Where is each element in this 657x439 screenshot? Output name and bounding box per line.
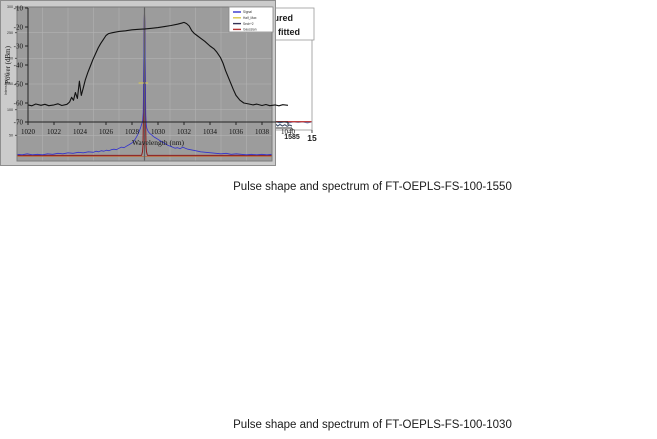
svg-text:Wavelength (nm): Wavelength (nm)	[132, 138, 185, 147]
caption-1030: Pulse shape and spectrum of FT-OEPLS-FS-…	[233, 419, 512, 431]
svg-text:50: 50	[9, 134, 13, 138]
spectrum-chart-1030: 1020 1022 1024 1026 1028 1030 1032 1034 1036 1038…	[0, 0, 296, 152]
svg-text:-30: -30	[14, 43, 24, 51]
svg-text:15: 15	[307, 133, 317, 143]
chart-canvas-spectrum1030: 1020 1022 1024 1026 1028 1030 1032 1034 1036 1038…	[4, 5, 296, 148]
svg-text:-50: -50	[14, 81, 24, 89]
svg-text:1036: 1036	[229, 128, 244, 136]
svg-text:1026: 1026	[99, 128, 114, 136]
svg-text:1585: 1585	[284, 134, 300, 141]
svg-text:Sech^2: Sech^2	[243, 22, 254, 26]
svg-text:150: 150	[7, 82, 13, 86]
svg-text:1030: 1030	[151, 128, 166, 136]
svg-text:1020: 1020	[21, 128, 36, 136]
svg-text:Intensity (mV): Intensity (mV)	[4, 73, 8, 95]
svg-text:Half_Max: Half_Max	[243, 16, 257, 20]
svg-text:1032: 1032	[177, 128, 192, 136]
svg-text:-20: -20	[14, 24, 24, 32]
svg-text:200: 200	[7, 57, 13, 61]
svg-text:1038: 1038	[255, 128, 270, 136]
svg-text:Gaussian: Gaussian	[243, 28, 257, 32]
svg-text:100: 100	[7, 108, 13, 112]
svg-text:-70: -70	[14, 119, 24, 127]
svg-text:1040: 1040	[281, 128, 296, 136]
svg-text:Power (dBm): Power (dBm)	[4, 45, 12, 84]
svg-text:-60: -60	[14, 100, 24, 108]
svg-text:1034: 1034	[203, 128, 218, 136]
svg-text:-10: -10	[14, 5, 24, 13]
svg-text:-40: -40	[14, 62, 24, 70]
pulse-shape-chart-1030: 300 250 200 150 100 50 Intensity (mV) Signal Hal…	[0, 0, 276, 166]
svg-text:300: 300	[7, 5, 13, 9]
svg-text:1022: 1022	[47, 128, 62, 136]
caption-1550: Pulse shape and spectrum of FT-OEPLS-FS-…	[233, 181, 512, 193]
svg-text:250: 250	[7, 31, 13, 35]
svg-text:1024: 1024	[73, 128, 88, 136]
svg-text:1028: 1028	[125, 128, 140, 136]
svg-text:Signal: Signal	[243, 10, 252, 14]
chart-canvas-pulse1030: 300 250 200 150 100 50 Intensity (mV) Signal Hal…	[4, 5, 274, 162]
